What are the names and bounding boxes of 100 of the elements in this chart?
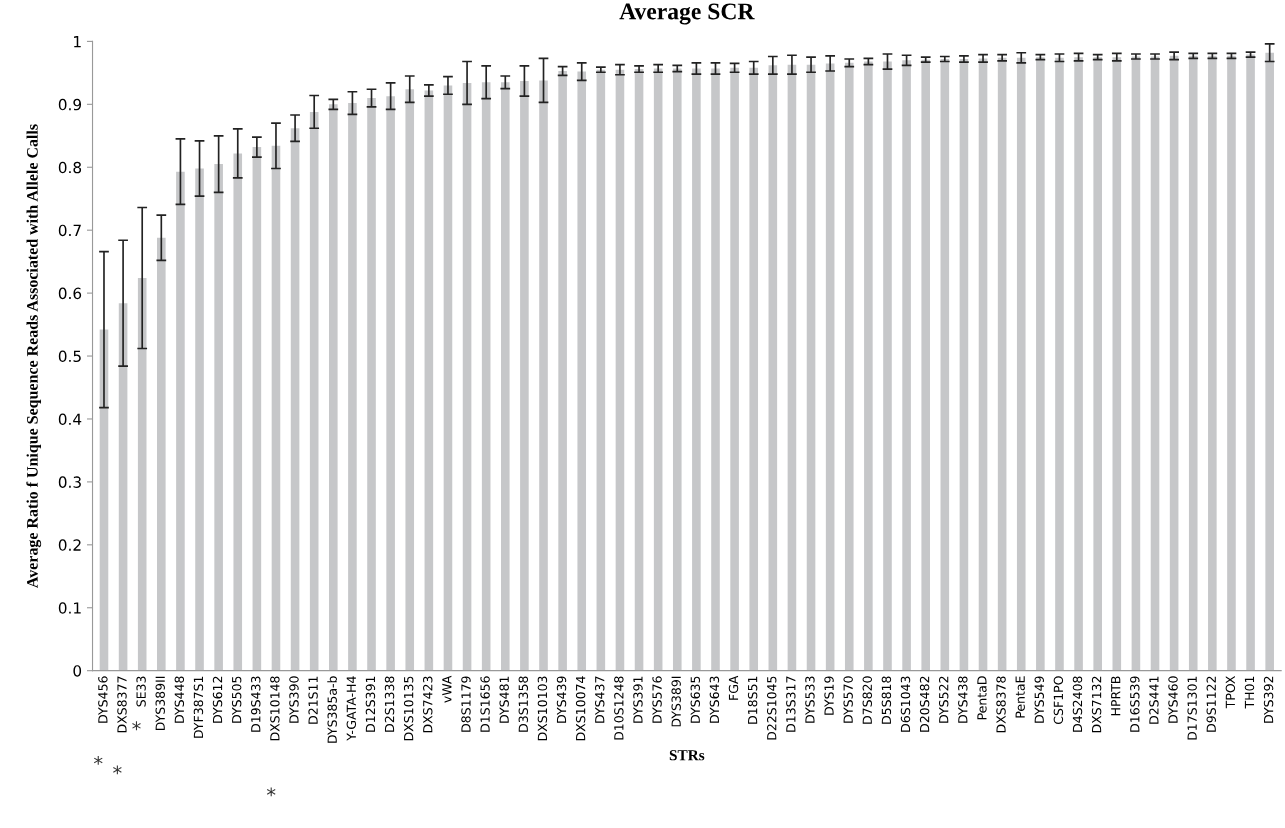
- x-tick-label: DYF387S1: [193, 676, 204, 738]
- bar: [1208, 55, 1217, 671]
- x-tick-label: D3S1358: [518, 676, 529, 732]
- x-tick-label: DXS10135: [403, 676, 414, 741]
- x-tick-label: Y-GATA-H4: [346, 676, 357, 741]
- y-tick-label: 0.3: [58, 476, 81, 488]
- x-tick-label: DYS389I: [671, 676, 681, 727]
- x-tick-label: D2S441: [1149, 676, 1159, 724]
- x-tick-label: D6S1043: [900, 676, 911, 732]
- x-tick-label: DXS8378: [996, 676, 1006, 733]
- bar: [730, 67, 739, 671]
- x-tick-label: D19S433: [251, 676, 261, 732]
- x-tick-label: DXS8377: [117, 676, 127, 733]
- x-tick-label: D2S1338: [384, 676, 395, 732]
- y-tick-label: 0.6: [58, 287, 82, 300]
- x-tick-label: D9S1122: [1206, 676, 1216, 732]
- bar: [825, 63, 835, 671]
- x-tick-label: DXS10103: [537, 676, 548, 741]
- chart-title: Average SCR: [619, 3, 755, 25]
- x-tick-label: D22S1045: [767, 676, 777, 740]
- bar: [634, 69, 644, 671]
- x-tick-label: DYS390: [289, 676, 299, 723]
- y-tick-label: 0.4: [58, 413, 82, 425]
- x-tick-label: DYS19: [824, 676, 834, 715]
- bar: [290, 128, 300, 671]
- bar: [902, 60, 911, 671]
- x-tick-label: DYS533: [805, 676, 815, 723]
- x-tick-label: DYS448: [174, 676, 185, 723]
- x-tick-label: PentaE: [1015, 676, 1025, 718]
- bar: [615, 69, 625, 671]
- x-tick-label: DYS643: [709, 676, 720, 723]
- x-tick-label: DYS549: [1034, 676, 1044, 723]
- bar: [883, 61, 892, 671]
- bar: [978, 58, 988, 671]
- x-tick-label: D13S317: [786, 676, 796, 732]
- bar: [558, 70, 567, 671]
- bar: [271, 145, 281, 671]
- bar: [1169, 55, 1179, 671]
- text: *: [266, 787, 276, 797]
- y-tick-label: 1: [74, 36, 81, 48]
- bar: [233, 153, 243, 671]
- x-tick-label: DYS391: [633, 676, 643, 723]
- x-tick-label: D17S1301: [1187, 676, 1197, 740]
- bar: [348, 103, 357, 671]
- y-tick-label: 0.9: [58, 98, 82, 111]
- x-tick-label: DYS389II: [155, 676, 165, 731]
- bar: [844, 62, 854, 671]
- bar: [195, 168, 204, 671]
- x-tick-label: D1S1656: [480, 676, 490, 732]
- x-tick-label: DYS505: [231, 676, 242, 723]
- x-tick-label: DYS460: [1168, 676, 1178, 723]
- x-tick-label: TPOX: [1225, 675, 1236, 709]
- bar: [252, 147, 262, 671]
- x-tick-label: vWA: [442, 675, 452, 703]
- bar: [1131, 56, 1141, 671]
- bar: [443, 85, 453, 671]
- bar: [309, 111, 319, 671]
- bar: [1265, 52, 1274, 671]
- y-axis-title: Average Ratio f Unique Sequence Reads Associated with Allele Calls: [26, 124, 42, 588]
- x-tick-label: D21S11: [308, 676, 318, 724]
- y-tick-label: 0.2: [58, 539, 81, 551]
- bar: [577, 71, 587, 671]
- y-tick-label: 0.7: [58, 224, 81, 237]
- y-tick-label: 0: [73, 665, 82, 677]
- x-axis-title: STRs: [669, 750, 705, 761]
- bar: [1112, 57, 1122, 671]
- text: *: [132, 721, 141, 731]
- x-tick-label: DYS522: [938, 676, 949, 723]
- x-tick-label: DXS10148: [270, 676, 280, 741]
- x-tick-label: CSF1PO: [1053, 676, 1064, 725]
- bar: [539, 80, 548, 671]
- x-tick-label: D7S820: [862, 676, 872, 724]
- x-tick-label: SE33: [136, 676, 146, 707]
- bar: [1093, 57, 1102, 671]
- x-tick-label: DYS456: [98, 676, 108, 723]
- bar: [749, 67, 759, 671]
- bar: [596, 69, 606, 671]
- bar: [997, 57, 1007, 671]
- bar: [711, 68, 720, 671]
- bar: [940, 59, 950, 671]
- x-tick-label: FGA: [728, 675, 739, 700]
- x-tick-label: HPRTB: [1111, 676, 1121, 716]
- bar: [1055, 57, 1064, 671]
- x-tick-label: D16S539: [1130, 676, 1140, 732]
- x-tick-label: DYS612: [212, 676, 223, 723]
- bar: [1150, 56, 1160, 671]
- x-tick-label: D4S2408: [1072, 676, 1083, 732]
- x-tick-label: D12S391: [365, 676, 376, 732]
- x-tick-label: DXS10074: [575, 676, 586, 741]
- y-tick-label: 0.5: [58, 350, 81, 363]
- bar: [424, 90, 434, 671]
- bar: [500, 82, 510, 671]
- y-tick-label: 0.1: [58, 602, 81, 614]
- x-tick-label: DYS437: [595, 676, 605, 723]
- x-tick-label: DYS576: [652, 676, 662, 723]
- bar: [672, 68, 682, 671]
- bar: [806, 64, 816, 671]
- x-tick-label: DYS570: [843, 676, 853, 723]
- bar: [768, 65, 778, 671]
- x-tick-label: DYS481: [499, 676, 509, 723]
